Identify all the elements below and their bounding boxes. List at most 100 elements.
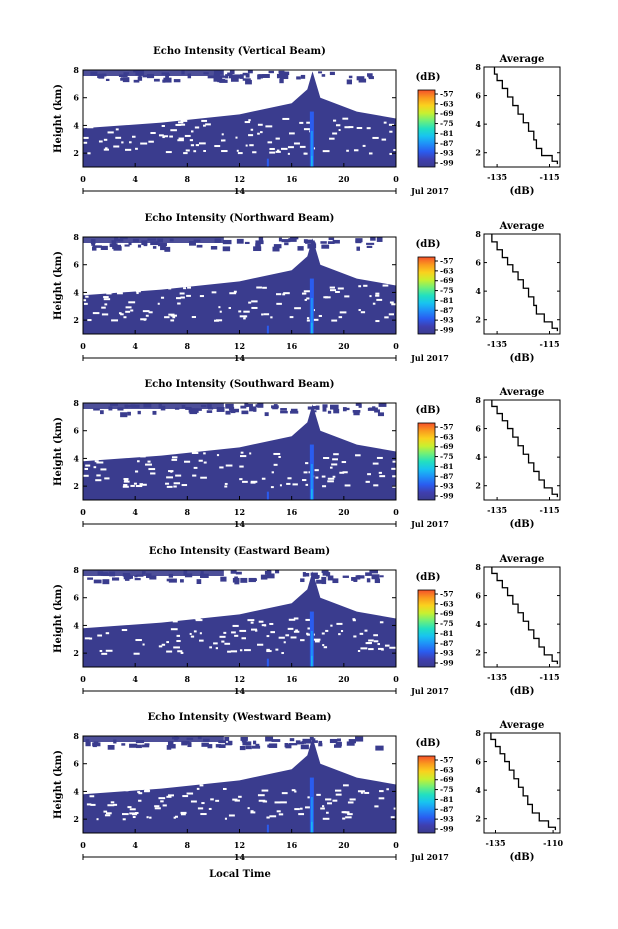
echo-speckle: [307, 406, 315, 410]
echo-gap: [252, 151, 257, 154]
echo-gap: [281, 792, 288, 795]
echo-gap: [118, 312, 122, 315]
colorbar-tick-label: -75: [440, 286, 454, 295]
echo-speckle: [257, 74, 261, 80]
echo-gap: [331, 319, 338, 322]
echo-gap: [322, 485, 327, 488]
echo-gap: [249, 452, 252, 455]
echo-speckle: [311, 243, 317, 249]
echo-gap: [225, 464, 233, 467]
echo-speckle: [348, 75, 353, 79]
echo-gap: [154, 807, 161, 810]
average-x-label: (dB): [510, 519, 535, 530]
echo-speckle: [210, 246, 218, 250]
echo-gap: [392, 460, 396, 463]
echo-speckle: [353, 411, 360, 416]
echo-gap: [180, 813, 186, 816]
x-tick-label: 8: [185, 174, 191, 184]
echo-speckle: [225, 403, 234, 409]
echo-gap: [158, 118, 162, 121]
echo-gap: [375, 292, 380, 295]
echo-gap: [360, 647, 368, 650]
echo-gap: [388, 123, 394, 126]
echo-gap: [390, 816, 395, 819]
echo-speckle: [251, 745, 261, 749]
echo-gap: [101, 652, 108, 655]
echo-gap: [275, 150, 281, 153]
echo-gap: [342, 784, 349, 787]
echo-gap: [172, 783, 179, 786]
echo-speckle: [239, 745, 246, 751]
echo-gap: [170, 628, 178, 631]
echo-speckle: [264, 412, 269, 417]
echo-gap: [315, 476, 319, 479]
echo-gap: [142, 643, 145, 646]
echo-gap: [219, 635, 226, 638]
echo-gap: [183, 287, 187, 290]
y-tick-label: 4: [73, 287, 79, 297]
echo-gap: [178, 137, 184, 140]
echo-gap: [171, 458, 178, 461]
date-label: Jul 2017: [410, 519, 449, 529]
echo-gap: [229, 292, 237, 295]
heatmap: [83, 570, 396, 667]
echo-gap: [349, 798, 356, 801]
echo-speckle: [165, 75, 169, 80]
echo-gap: [223, 631, 227, 634]
echo-gap: [193, 150, 197, 153]
echo-gap: [372, 302, 376, 305]
x-tick-label: 16: [286, 507, 298, 517]
echo-gap: [270, 486, 274, 489]
echo-speckle: [241, 738, 247, 743]
echo-speckle: [257, 403, 264, 408]
echo-speckle: [216, 406, 225, 412]
colorbar: [417, 422, 436, 501]
echo-gap: [141, 483, 147, 486]
average-x-tick-label: -110: [543, 838, 563, 848]
echo-speckle: [173, 79, 181, 83]
echo-gap: [342, 817, 346, 820]
echo-speckle: [260, 574, 268, 580]
echo-gap: [232, 624, 239, 627]
echo-upper-band: [83, 570, 224, 576]
echo-speckle: [296, 76, 301, 80]
colorbar-tick-label: -99: [440, 825, 454, 834]
echo-gap: [137, 460, 140, 463]
echo-gap: [245, 144, 248, 147]
echo-speckle: [342, 575, 349, 578]
echo-speckle: [200, 574, 209, 578]
echo-speckle: [153, 78, 160, 82]
echo-gap: [278, 636, 285, 639]
average-x-tick-label: -135: [487, 339, 507, 349]
echo-gap: [140, 142, 148, 145]
echo-gap: [129, 141, 132, 144]
echo-gap: [352, 618, 356, 621]
echo-gap: [327, 802, 332, 805]
echo-gap: [110, 801, 115, 804]
echo-gap: [262, 286, 267, 289]
average-x-tick-label: -135: [487, 505, 507, 515]
y-axis-label: Height (km): [53, 251, 64, 320]
heatmap: [83, 237, 396, 334]
echo-gap: [239, 465, 244, 468]
echo-region: [83, 404, 396, 500]
y-tick-label: 4: [73, 453, 79, 463]
average-panel-3: Average 8 6 4 2 -135 -115 (dB): [475, 387, 561, 530]
echo-speckle: [265, 736, 274, 742]
echo-region: [83, 71, 396, 167]
echo-speckle: [189, 241, 196, 246]
date-label: Jul 2017: [410, 186, 449, 196]
echo-gap: [290, 636, 297, 639]
echo-gap: [306, 121, 311, 124]
echo-column-peak: [311, 488, 313, 500]
day-label: 14: [234, 353, 246, 363]
echo-gap: [222, 787, 227, 790]
x-tick-label: 20: [338, 507, 350, 517]
echo-gap: [320, 807, 325, 810]
echo-gap: [203, 124, 206, 127]
echo-gap: [83, 290, 87, 293]
average-x-label: (dB): [510, 852, 535, 863]
echo-gap: [187, 286, 191, 289]
echo-gap: [190, 635, 195, 638]
echo-gap: [323, 296, 328, 299]
